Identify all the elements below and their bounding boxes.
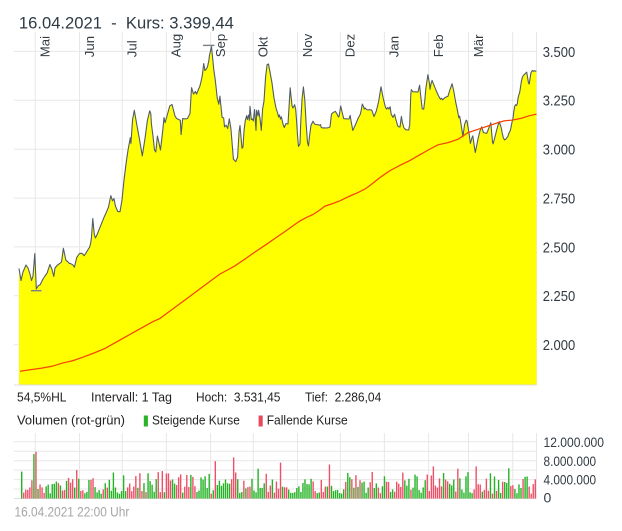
svg-text:3.500: 3.500 <box>543 44 576 61</box>
svg-text:Sep: Sep <box>213 34 228 57</box>
svg-text:Intervall: 1 Tag: Intervall: 1 Tag <box>91 389 172 404</box>
svg-text:Okt: Okt <box>256 36 271 57</box>
svg-text:Aug: Aug <box>169 34 184 57</box>
svg-text:Feb: Feb <box>431 34 446 57</box>
svg-text:2.000: 2.000 <box>543 337 576 354</box>
svg-text:54,5%HL: 54,5%HL <box>17 389 67 404</box>
svg-text:8.000.000: 8.000.000 <box>544 453 597 469</box>
svg-text:Steigende Kurse: Steigende Kurse <box>152 412 240 427</box>
svg-text:2.500: 2.500 <box>543 239 576 256</box>
svg-text:Tief: 2.286,04: Tief: 2.286,04 <box>305 389 381 404</box>
svg-text:2.250: 2.250 <box>543 288 576 305</box>
svg-text:Volumen (rot-grün): Volumen (rot-grün) <box>17 412 125 427</box>
svg-text:12.000.000: 12.000.000 <box>544 434 605 450</box>
svg-text:4.000.000: 4.000.000 <box>544 472 597 488</box>
svg-text:0: 0 <box>544 490 552 506</box>
svg-text:Mär: Mär <box>471 34 486 57</box>
svg-text:3.250: 3.250 <box>543 93 576 110</box>
svg-text:Mai: Mai <box>38 36 53 57</box>
svg-text:16.04.2021 22:00 Uhr: 16.04.2021 22:00 Uhr <box>15 505 130 520</box>
svg-text:2.750: 2.750 <box>543 191 576 208</box>
svg-text:Fallende Kurse: Fallende Kurse <box>267 412 348 427</box>
svg-text:Nov: Nov <box>300 33 315 57</box>
svg-text:Jun: Jun <box>82 36 97 57</box>
svg-text:Hoch: 3.531,45: Hoch: 3.531,45 <box>196 389 280 404</box>
svg-text:Jan: Jan <box>387 36 402 57</box>
svg-text:Jul: Jul <box>125 40 140 57</box>
svg-text:3.000: 3.000 <box>543 142 576 159</box>
svg-text:16.04.2021 - Kurs: 3.399,44: 16.04.2021 - Kurs: 3.399,44 <box>19 14 234 32</box>
svg-text:Dez: Dez <box>343 34 358 57</box>
